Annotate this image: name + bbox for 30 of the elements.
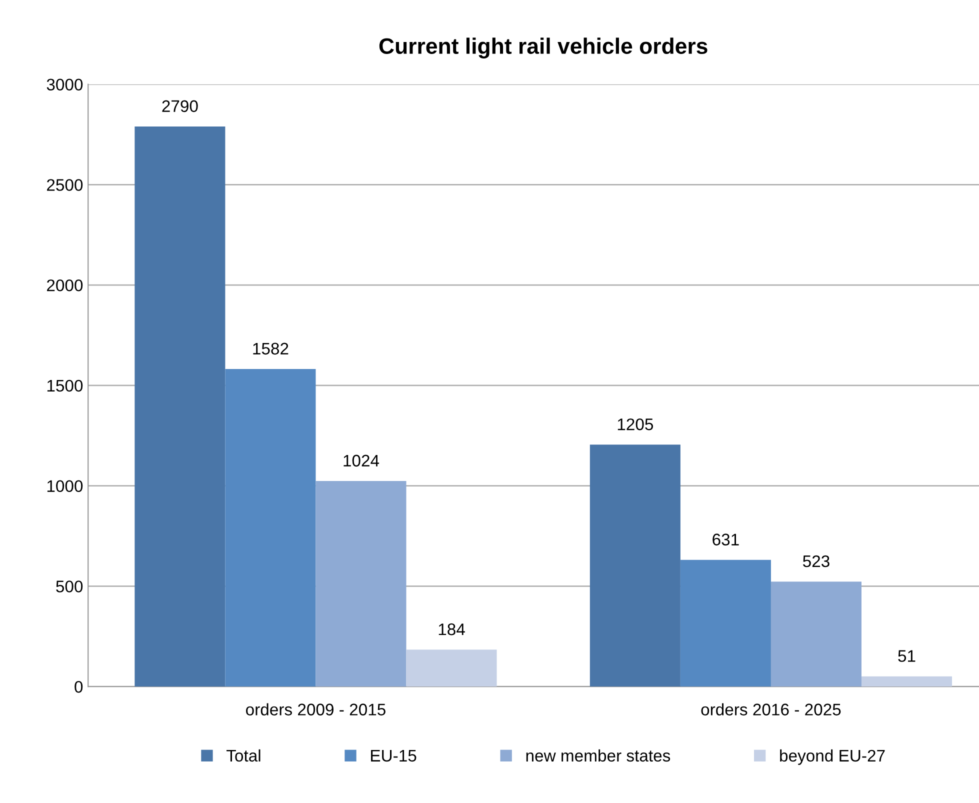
y-tick-label: 3000 xyxy=(46,78,83,91)
bar xyxy=(225,368,316,687)
bar xyxy=(590,444,680,687)
data-label: 1205 xyxy=(618,418,654,430)
x-tick-label: orders 2009 - 2015 xyxy=(246,703,386,716)
data-label: 631 xyxy=(712,534,739,546)
data-label: 523 xyxy=(802,555,830,568)
bar xyxy=(680,560,771,687)
legend-label: EU-15 xyxy=(371,750,416,762)
data-label: 184 xyxy=(438,623,465,636)
legend-label: new member states xyxy=(526,749,670,762)
bar xyxy=(770,582,862,687)
data-label: 1024 xyxy=(344,454,380,467)
bar xyxy=(134,126,226,687)
bar xyxy=(406,650,497,687)
chart-title: Current light rail vehicle orders xyxy=(379,38,708,58)
y-tick-label: 1000 xyxy=(47,480,83,492)
y-tick-label: 1500 xyxy=(47,380,83,392)
y-tick-label: 0 xyxy=(74,680,83,693)
data-label: 1582 xyxy=(253,342,288,355)
data-label: 2790 xyxy=(162,100,198,112)
x-tick-label: orders 2016 - 2025 xyxy=(701,703,841,716)
legend-label: beyond EU-27 xyxy=(780,749,885,765)
bar xyxy=(861,676,952,687)
y-tick-label: 2000 xyxy=(47,279,83,292)
y-tick-label: 500 xyxy=(56,580,83,592)
data-label: 51 xyxy=(898,650,916,662)
y-tick-label: 2500 xyxy=(47,179,83,191)
legend-label: Total xyxy=(226,749,260,762)
bar xyxy=(316,480,406,687)
